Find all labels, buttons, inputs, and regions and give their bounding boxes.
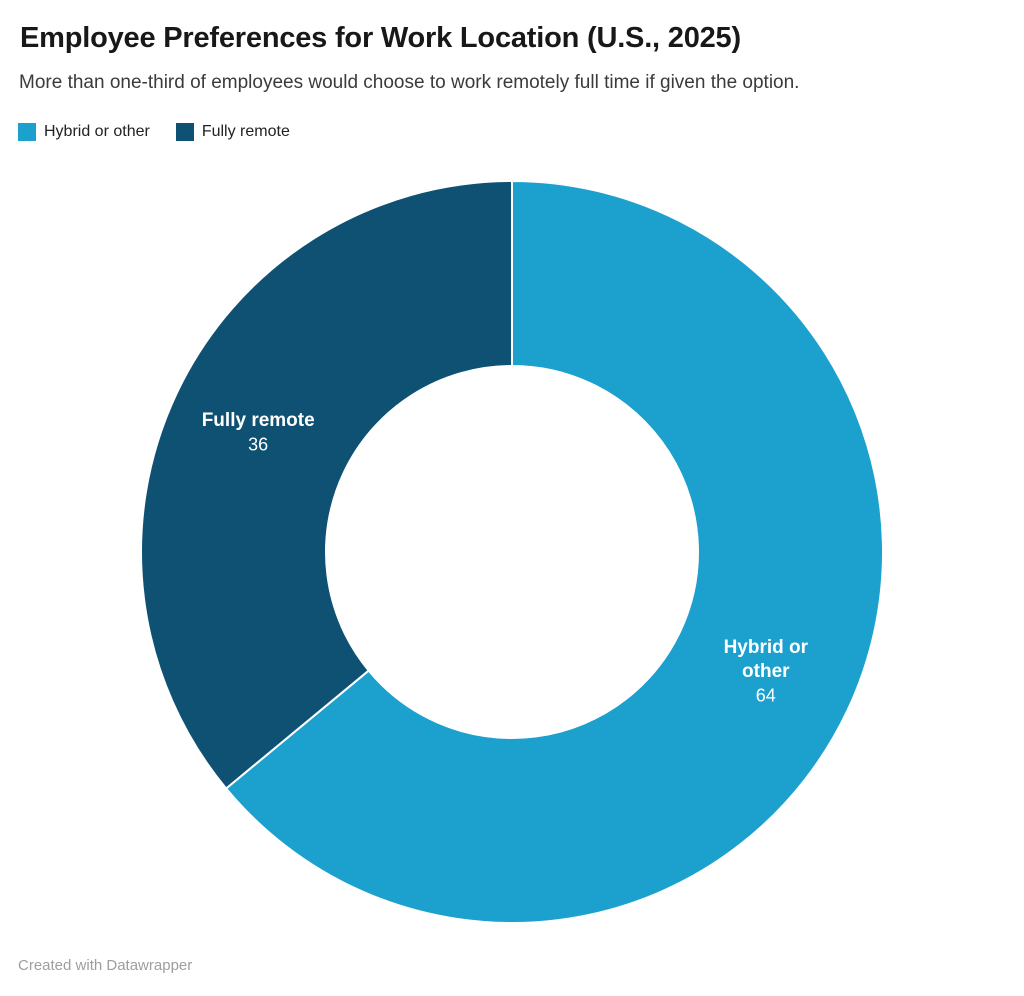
legend-label: Fully remote (201, 123, 290, 140)
chart-subtitle: More than one-third of employees would c… (19, 72, 800, 93)
datawrapper-credit: Created with Datawrapper (18, 957, 193, 974)
slice-value: 36 (248, 435, 268, 455)
legend: Hybrid or other Fully remote (18, 123, 290, 141)
slice-label: other (742, 661, 790, 682)
legend-item-hybrid-or-other: Hybrid or other (18, 123, 150, 141)
legend-swatch (18, 123, 36, 141)
slice-label: Hybrid or (724, 637, 809, 658)
donut-slice-fully-remote[interactable] (140, 180, 513, 790)
slice-value: 64 (756, 685, 776, 705)
legend-item-fully-remote: Fully remote (175, 123, 290, 141)
legend-label: Hybrid or other (44, 123, 150, 140)
chart-title: Employee Preferences for Work Location (… (20, 22, 741, 54)
slice-label: Fully remote (202, 410, 315, 431)
legend-swatch (175, 123, 194, 141)
donut-slice-hybrid-or-other[interactable] (225, 180, 884, 924)
